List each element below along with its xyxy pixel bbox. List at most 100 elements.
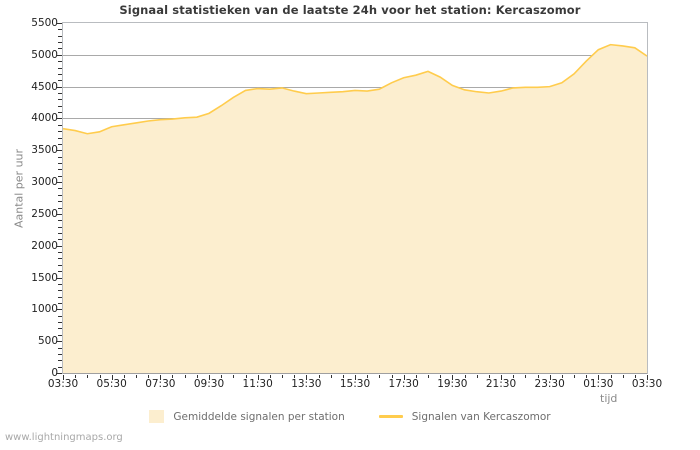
y-tick-label: 4000 [31, 112, 58, 125]
y-tick-mark [56, 309, 62, 310]
y-tick-mark-minor [58, 42, 62, 43]
x-tick-mark-minor [270, 375, 271, 378]
y-tick-mark-minor [58, 335, 62, 336]
x-tick-label: 13:30 [291, 378, 322, 390]
x-tick-mark-minor [172, 375, 173, 378]
legend-item[interactable]: Signalen van Kercaszomor [378, 410, 551, 423]
x-tick-mark-minor [136, 375, 137, 378]
series-graphics [63, 43, 647, 373]
legend-line-swatch-icon [378, 415, 403, 418]
y-tick-mark-minor [58, 74, 62, 75]
y-tick-mark-minor [58, 93, 62, 94]
y-tick-mark-minor [58, 29, 62, 30]
y-tick-mark [56, 87, 62, 88]
y-tick-mark-minor [58, 303, 62, 304]
y-tick-label: 3500 [31, 144, 58, 157]
y-tick-mark-minor [58, 322, 62, 323]
y-tick-mark [56, 182, 62, 183]
y-tick-mark-minor [58, 201, 62, 202]
x-tick-mark-minor [538, 375, 539, 378]
y-tick-mark-minor [58, 106, 62, 107]
y-tick-label: 4500 [31, 80, 58, 93]
x-tick-mark [404, 375, 405, 380]
x-tick-mark [258, 375, 259, 380]
y-tick-mark [56, 214, 62, 215]
y-tick-mark-minor [58, 227, 62, 228]
legend-item-label: Signalen van Kercaszomor [411, 410, 551, 423]
x-tick-label: 15:30 [339, 378, 371, 390]
y-tick-mark-minor [58, 138, 62, 139]
line-series-station-signals [63, 43, 647, 135]
x-tick-mark-minor [392, 375, 393, 378]
y-tick-mark-minor [58, 348, 62, 349]
x-tick-mark-minor [185, 375, 186, 378]
x-tick-mark-minor [87, 375, 88, 378]
x-tick-mark-minor [379, 375, 380, 378]
x-tick-label: 03:30 [631, 378, 663, 390]
y-tick-mark-minor [58, 195, 62, 196]
x-tick-mark-minor [75, 375, 76, 378]
x-tick-mark-minor [319, 375, 320, 378]
y-tick-label: 1000 [31, 303, 58, 316]
x-tick-mark [598, 375, 599, 380]
y-tick-mark [56, 341, 62, 342]
y-tick-mark-minor [58, 125, 62, 126]
y-tick-mark-minor [58, 328, 62, 329]
x-tick-mark-minor [525, 375, 526, 378]
y-tick-mark-minor [58, 290, 62, 291]
y-tick-mark-minor [58, 131, 62, 132]
y-tick-mark [56, 246, 62, 247]
x-tick-mark-minor [489, 375, 490, 378]
x-tick-mark-minor [221, 375, 222, 378]
gridline [63, 87, 647, 88]
y-tick-mark [56, 23, 62, 24]
y-tick-mark-minor [58, 188, 62, 189]
y-tick-mark-minor [58, 258, 62, 259]
x-tick-mark-minor [586, 375, 587, 378]
x-tick-mark [550, 375, 551, 380]
legend-area-swatch-icon [149, 410, 165, 423]
x-tick-label: 11:30 [242, 378, 273, 390]
x-tick-mark-minor [611, 375, 612, 378]
x-tick-mark-minor [233, 375, 234, 378]
x-tick-label: 09:30 [193, 378, 225, 390]
x-tick-mark-minor [477, 375, 478, 378]
x-tick-mark [306, 375, 307, 380]
x-tick-label: 23:30 [534, 378, 565, 390]
x-tick-mark-minor [513, 375, 514, 378]
y-tick-mark-minor [58, 208, 62, 209]
y-tick-mark-minor [58, 157, 62, 158]
y-tick-mark-minor [58, 176, 62, 177]
y-tick-mark [56, 55, 62, 56]
plot-area [62, 22, 648, 374]
area-series-average-signals [63, 44, 647, 373]
y-tick-mark-minor [58, 239, 62, 240]
legend-item[interactable]: Gemiddelde signalen per station [149, 410, 345, 423]
x-tick-mark [355, 375, 356, 380]
y-tick-mark [56, 278, 62, 279]
x-tick-label: 21:30 [485, 378, 517, 390]
x-tick-mark [501, 375, 502, 380]
x-axis-title: tijd [600, 392, 618, 405]
x-tick-mark [647, 375, 648, 380]
y-tick-mark-minor [58, 61, 62, 62]
y-tick-label: 500 [37, 335, 58, 348]
y-tick-label: 5000 [31, 48, 58, 61]
y-tick-label: 1500 [31, 271, 58, 284]
y-tick-mark-minor [58, 252, 62, 253]
y-tick-mark-minor [58, 271, 62, 272]
y-tick-mark-minor [58, 367, 62, 368]
y-tick-mark-minor [58, 360, 62, 361]
x-tick-mark-minor [623, 375, 624, 378]
y-tick-mark [56, 373, 62, 374]
y-tick-mark-minor [58, 169, 62, 170]
y-tick-mark-minor [58, 284, 62, 285]
y-tick-label: 2500 [31, 207, 58, 220]
x-tick-mark [63, 375, 64, 380]
x-tick-mark-minor [100, 375, 101, 378]
x-tick-mark-minor [294, 375, 295, 378]
x-tick-mark-minor [197, 375, 198, 378]
x-tick-label: 03:30 [47, 378, 79, 390]
x-tick-mark-minor [246, 375, 247, 378]
